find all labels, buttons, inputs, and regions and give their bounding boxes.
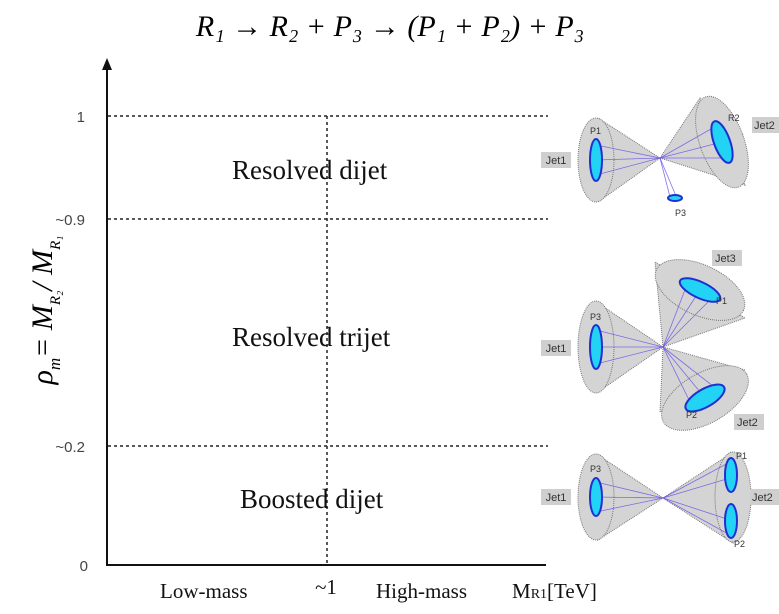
y-label-part: = M bbox=[26, 303, 59, 358]
x-label-part: [TeV] bbox=[547, 579, 597, 603]
x-label-part: M bbox=[512, 579, 531, 603]
particle-label: P3 bbox=[590, 464, 601, 474]
core bbox=[725, 504, 737, 538]
x-tick-label: Low-mass bbox=[160, 579, 248, 603]
y-label-part: ρ bbox=[26, 370, 59, 385]
x-label-part: R1 bbox=[531, 587, 547, 602]
x-tick-label: High-mass bbox=[376, 579, 467, 603]
jet-label: Jet2 bbox=[737, 417, 758, 429]
x-tick-label: ~1 bbox=[315, 575, 337, 599]
y-tick-label: 1 bbox=[77, 109, 85, 126]
y-label-part: / M bbox=[26, 248, 59, 293]
y-tick-label: 0 bbox=[80, 558, 88, 575]
core bbox=[590, 478, 602, 516]
y-label-part: R₂ bbox=[48, 291, 64, 306]
y-arrow bbox=[102, 58, 112, 70]
jet-label: Jet1 bbox=[546, 492, 567, 504]
particle-label: P1 bbox=[716, 296, 727, 306]
core bbox=[590, 325, 602, 369]
jet-diagram: Jet3 P1 P3 Jet1 P2 Jet2 bbox=[541, 247, 764, 444]
core bbox=[725, 458, 737, 492]
diagram: R₁ → R₂ + P₃ → (P₁ + P₂) + P₃ ρm= MR₂/ M… bbox=[0, 0, 779, 614]
particle-label: P3 bbox=[590, 312, 601, 322]
y-tick-label: ~0.2 bbox=[55, 439, 85, 456]
particle-label: R2 bbox=[728, 113, 740, 123]
region-label: Boosted dijet bbox=[240, 484, 384, 514]
particle-label: P1 bbox=[736, 451, 747, 461]
jet-label: Jet2 bbox=[754, 120, 775, 132]
core bbox=[590, 139, 602, 181]
region-label: Resolved trijet bbox=[232, 322, 391, 352]
particle-label: P1 bbox=[590, 126, 601, 136]
region-label: Resolved dijet bbox=[232, 155, 388, 185]
jet-label: Jet2 bbox=[752, 492, 773, 504]
particle-label: P2 bbox=[686, 410, 697, 420]
title: R₁ → R₂ + P₃ → (P₁ + P₂) + P₃ bbox=[195, 10, 584, 43]
jet-label: Jet1 bbox=[546, 155, 567, 167]
jet-diagram: P1 P3 Jet1 Jet2 P2 bbox=[541, 451, 779, 549]
y-axis-label: ρm= MR₂/ MR₁ bbox=[26, 235, 64, 385]
y-label-part: R₁ bbox=[48, 235, 64, 250]
jet-diagram: Jet1 P1 R2 Jet2 P3 bbox=[541, 89, 779, 218]
jet-label: Jet3 bbox=[715, 253, 736, 265]
x-axis-label: MR1[TeV] bbox=[512, 579, 597, 603]
jet-label: Jet1 bbox=[546, 343, 567, 355]
y-label-part: m bbox=[45, 358, 64, 370]
particle-label: P3 bbox=[675, 208, 686, 218]
particle-label: P2 bbox=[734, 539, 745, 549]
core bbox=[668, 195, 682, 201]
y-tick-label: ~0.9 bbox=[55, 212, 85, 229]
